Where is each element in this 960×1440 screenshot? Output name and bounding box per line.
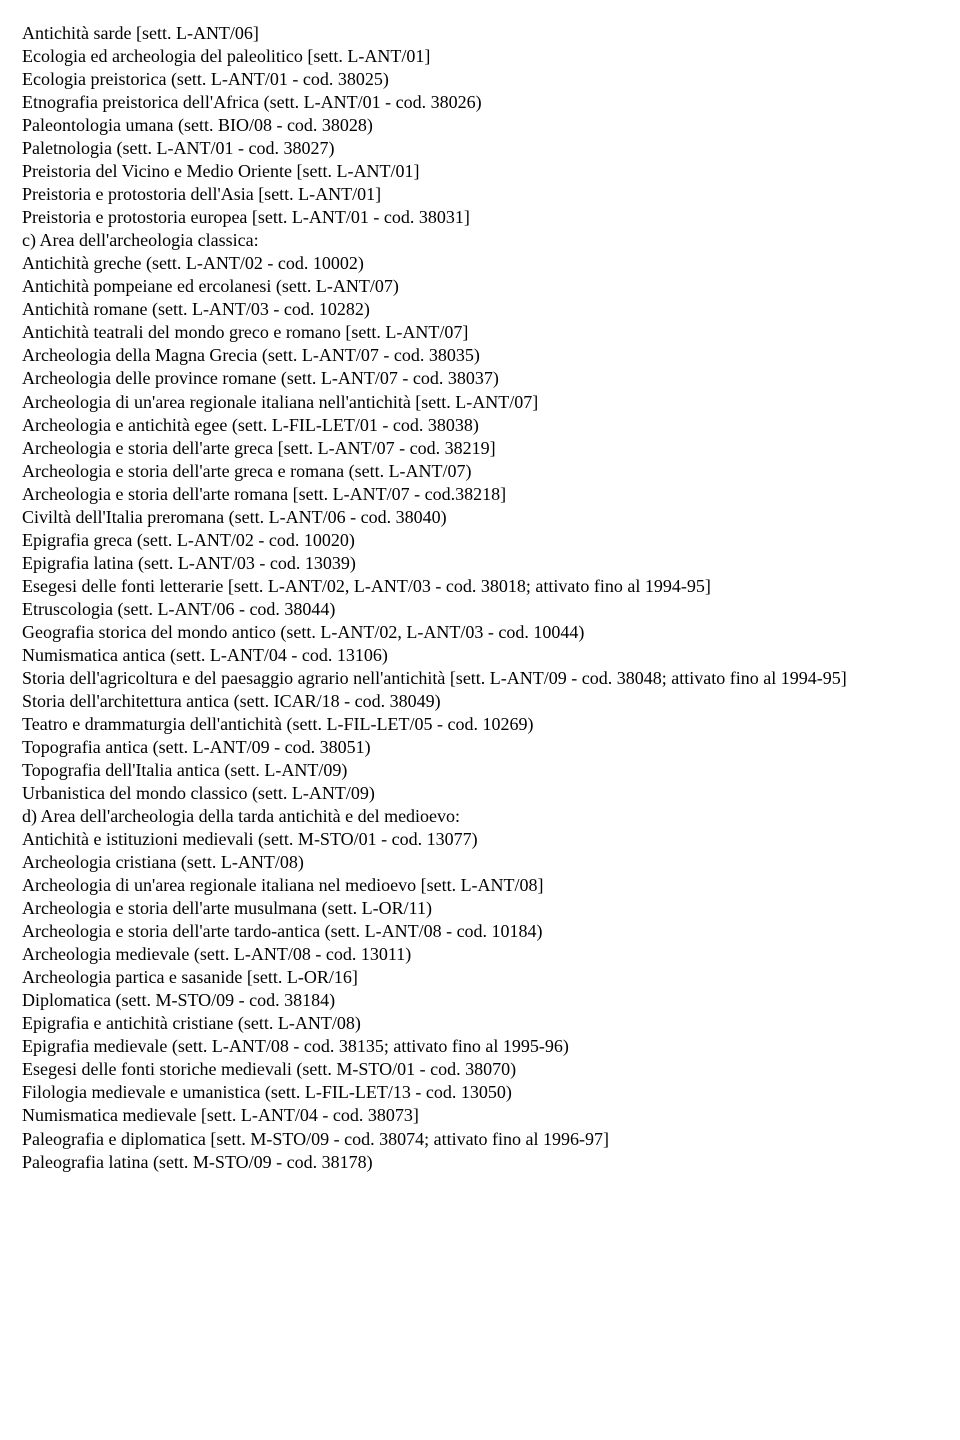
text-line: Archeologia medievale (sett. L-ANT/08 - … bbox=[22, 943, 940, 966]
text-line: Numismatica medievale [sett. L-ANT/04 - … bbox=[22, 1104, 940, 1127]
text-line: Paleontologia umana (sett. BIO/08 - cod.… bbox=[22, 114, 940, 137]
text-line: Epigrafia e antichità cristiane (sett. L… bbox=[22, 1012, 940, 1035]
text-line: Archeologia di un'area regionale italian… bbox=[22, 391, 940, 414]
text-line: d) Area dell'archeologia della tarda ant… bbox=[22, 805, 940, 828]
text-line: c) Area dell'archeologia classica: bbox=[22, 229, 940, 252]
text-line: Geografia storica del mondo antico (sett… bbox=[22, 621, 940, 644]
text-line: Paleografia latina (sett. M-STO/09 - cod… bbox=[22, 1151, 940, 1174]
text-line: Urbanistica del mondo classico (sett. L-… bbox=[22, 782, 940, 805]
text-line: Archeologia e storia dell'arte greca [se… bbox=[22, 437, 940, 460]
text-line: Antichità sarde [sett. L-ANT/06] bbox=[22, 22, 940, 45]
text-line: Antichità teatrali del mondo greco e rom… bbox=[22, 321, 940, 344]
text-line: Archeologia delle province romane (sett.… bbox=[22, 367, 940, 390]
text-line: Archeologia cristiana (sett. L-ANT/08) bbox=[22, 851, 940, 874]
text-line: Topografia dell'Italia antica (sett. L-A… bbox=[22, 759, 940, 782]
text-line: Archeologia e storia dell'arte romana [s… bbox=[22, 483, 940, 506]
text-line: Numismatica antica (sett. L-ANT/04 - cod… bbox=[22, 644, 940, 667]
text-line: Esegesi delle fonti storiche medievali (… bbox=[22, 1058, 940, 1081]
text-line: Archeologia e antichità egee (sett. L-FI… bbox=[22, 414, 940, 437]
text-line: Filologia medievale e umanistica (sett. … bbox=[22, 1081, 940, 1104]
text-line: Teatro e drammaturgia dell'antichità (se… bbox=[22, 713, 940, 736]
text-line: Epigrafia latina (sett. L-ANT/03 - cod. … bbox=[22, 552, 940, 575]
text-line: Storia dell'architettura antica (sett. I… bbox=[22, 690, 940, 713]
text-line: Antichità greche (sett. L-ANT/02 - cod. … bbox=[22, 252, 940, 275]
text-line: Etruscologia (sett. L-ANT/06 - cod. 3804… bbox=[22, 598, 940, 621]
text-line: Civiltà dell'Italia preromana (sett. L-A… bbox=[22, 506, 940, 529]
text-line: Paletnologia (sett. L-ANT/01 - cod. 3802… bbox=[22, 137, 940, 160]
text-line: Ecologia preistorica (sett. L-ANT/01 - c… bbox=[22, 68, 940, 91]
text-line: Archeologia della Magna Grecia (sett. L-… bbox=[22, 344, 940, 367]
text-line: Archeologia e storia dell'arte greca e r… bbox=[22, 460, 940, 483]
text-line: Etnografia preistorica dell'Africa (sett… bbox=[22, 91, 940, 114]
text-line: Epigrafia medievale (sett. L-ANT/08 - co… bbox=[22, 1035, 940, 1058]
text-line: Preistoria e protostoria europea [sett. … bbox=[22, 206, 940, 229]
text-line: Antichità romane (sett. L-ANT/03 - cod. … bbox=[22, 298, 940, 321]
text-line: Archeologia e storia dell'arte tardo-ant… bbox=[22, 920, 940, 943]
text-line: Paleografia e diplomatica [sett. M-STO/0… bbox=[22, 1128, 940, 1151]
text-line: Storia dell'agricoltura e del paesaggio … bbox=[22, 667, 940, 690]
text-line: Archeologia partica e sasanide [sett. L-… bbox=[22, 966, 940, 989]
text-line: Antichità e istituzioni medievali (sett.… bbox=[22, 828, 940, 851]
text-line: Archeologia di un'area regionale italian… bbox=[22, 874, 940, 897]
text-line: Esegesi delle fonti letterarie [sett. L-… bbox=[22, 575, 940, 598]
text-line: Antichità pompeiane ed ercolanesi (sett.… bbox=[22, 275, 940, 298]
text-line: Preistoria e protostoria dell'Asia [sett… bbox=[22, 183, 940, 206]
text-line: Preistoria del Vicino e Medio Oriente [s… bbox=[22, 160, 940, 183]
text-line: Diplomatica (sett. M-STO/09 - cod. 38184… bbox=[22, 989, 940, 1012]
text-line: Epigrafia greca (sett. L-ANT/02 - cod. 1… bbox=[22, 529, 940, 552]
document-body: Antichità sarde [sett. L-ANT/06]Ecologia… bbox=[22, 22, 940, 1174]
text-line: Archeologia e storia dell'arte musulmana… bbox=[22, 897, 940, 920]
text-line: Topografia antica (sett. L-ANT/09 - cod.… bbox=[22, 736, 940, 759]
text-line: Ecologia ed archeologia del paleolitico … bbox=[22, 45, 940, 68]
